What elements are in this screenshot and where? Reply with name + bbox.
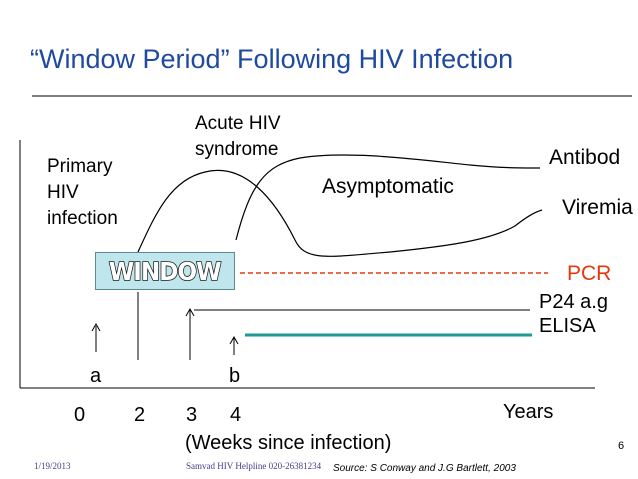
arrow-a xyxy=(91,322,101,352)
antibody-label: Antibod xyxy=(549,146,621,169)
marker-b: b xyxy=(229,365,241,387)
primary-label-line3: infection xyxy=(47,208,118,229)
arrow-3 xyxy=(185,307,195,325)
viremia-label: Viremia xyxy=(562,196,633,219)
elisa-label: ELISA xyxy=(539,315,596,337)
marker-a: a xyxy=(90,365,102,387)
footer-helpline: Samvad HIV Helpline 020-26381234 xyxy=(186,461,322,471)
page-number: 6 xyxy=(618,440,625,452)
tick-label-0: 0 xyxy=(74,404,86,426)
p24-label: P24 a.g xyxy=(539,291,608,313)
pcr-label: PCR xyxy=(567,262,612,285)
weeks-axis-label: (Weeks since infection) xyxy=(185,432,392,454)
arrow-b xyxy=(229,335,239,355)
primary-label-line2: HIV xyxy=(47,182,79,203)
footer-date: 1/19/2013 xyxy=(34,461,71,471)
primary-label-line1: Primary xyxy=(47,156,113,177)
tick-label-3: 3 xyxy=(186,404,198,426)
window-label: WINDOW xyxy=(108,256,222,287)
years-label: Years xyxy=(503,401,554,423)
asymptomatic-label: Asymptomatic xyxy=(322,175,454,198)
acute-label-line2: syndrome xyxy=(195,139,279,160)
tick-label-4: 4 xyxy=(230,404,242,426)
viremia-curve xyxy=(137,169,543,257)
source-citation: Source: S Conway and J.G Bartlett, 2003 xyxy=(333,463,516,474)
tick-label-2: 2 xyxy=(134,404,146,426)
antibody-curve xyxy=(235,154,541,241)
acute-label-line1: Acute HIV xyxy=(195,113,281,134)
page-title: “Window Period” Following HIV Infection xyxy=(30,44,514,74)
window-box: WINDOW xyxy=(95,252,235,290)
